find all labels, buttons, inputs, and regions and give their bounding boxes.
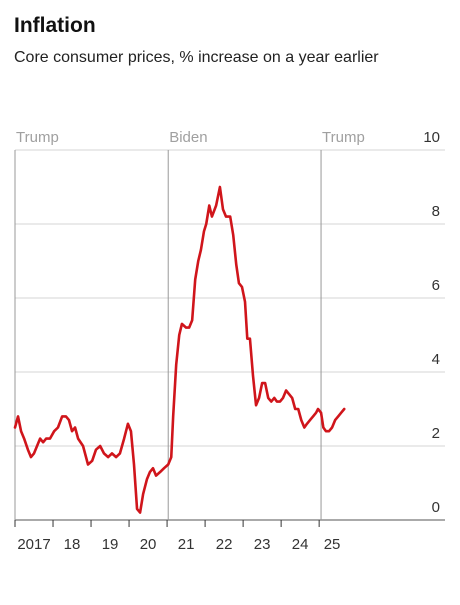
x-tick-label: 23 bbox=[254, 536, 271, 553]
y-tick-label: 8 bbox=[432, 203, 440, 220]
y-tick-label: 2 bbox=[432, 425, 440, 442]
x-tick-label: 19 bbox=[102, 536, 119, 553]
chart-title: Inflation bbox=[14, 14, 96, 37]
x-tick-label: 24 bbox=[292, 536, 309, 553]
annotation-label: Trump bbox=[16, 129, 59, 146]
x-tick-label: 20 bbox=[140, 536, 157, 553]
y-tick-label: 6 bbox=[432, 277, 440, 294]
annotation-label: Biden bbox=[169, 129, 207, 146]
x-tick-label: 18 bbox=[64, 536, 81, 553]
x-tick-label: 22 bbox=[216, 536, 233, 553]
y-tick-label: 4 bbox=[432, 351, 440, 368]
x-tick-label: 2017 bbox=[17, 536, 50, 553]
x-tick-label: 25 bbox=[324, 536, 341, 553]
x-tick-label: 21 bbox=[178, 536, 195, 553]
data-line bbox=[13, 185, 346, 514]
chart-subtitle: Core consumer prices, % increase on a ye… bbox=[14, 49, 379, 66]
annotation-label: Trump bbox=[322, 129, 365, 146]
y-tick-label: 10 bbox=[423, 129, 440, 146]
y-tick-label: 0 bbox=[432, 499, 440, 516]
